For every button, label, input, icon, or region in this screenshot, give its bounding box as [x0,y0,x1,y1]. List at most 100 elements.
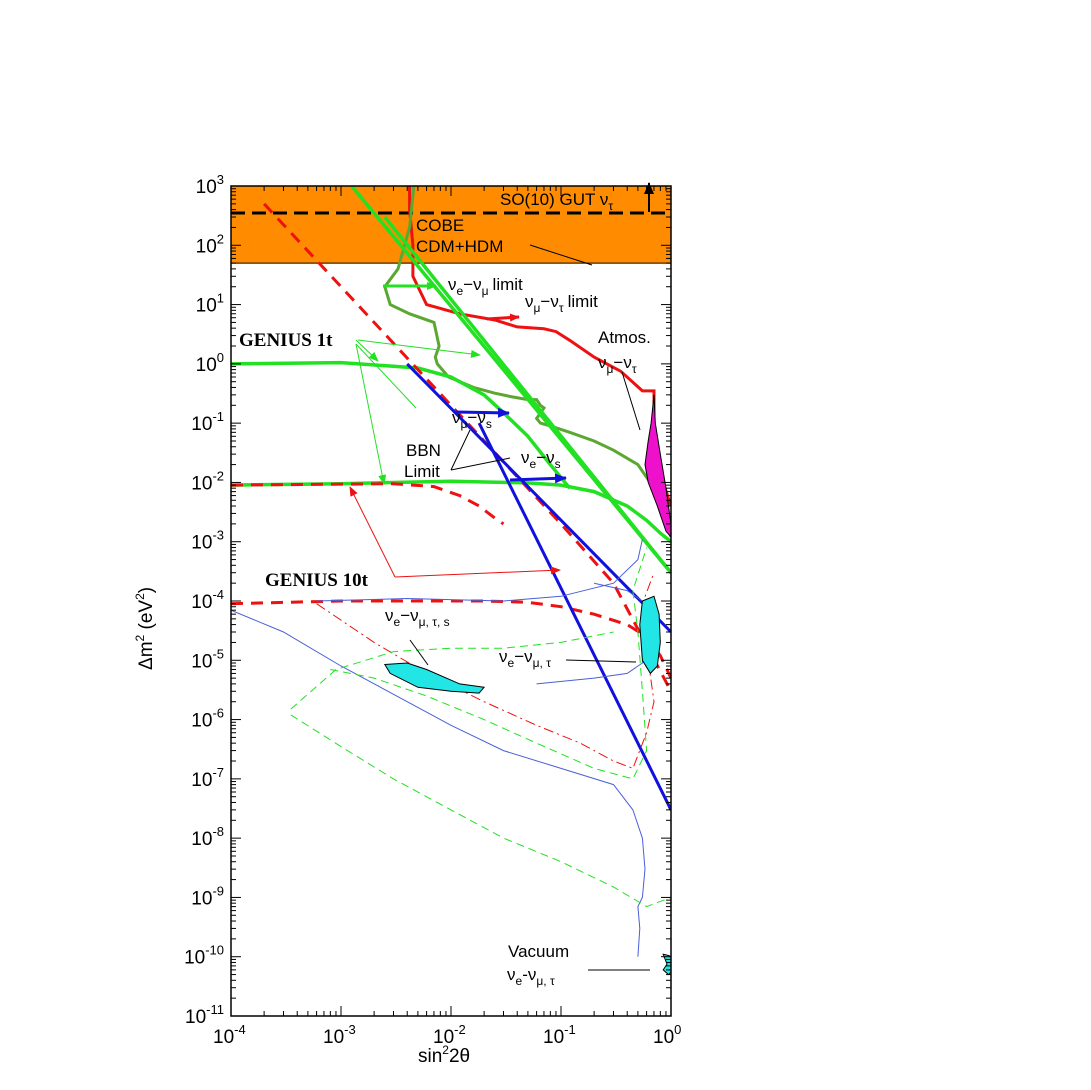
msw-small-angle-region [383,662,486,694]
numu-nus-arrow [455,407,510,418]
y-tick-exp: -6 [212,706,224,721]
cobe-label: COBE [416,216,464,235]
bbn-label: BBN [406,441,441,460]
y-tick-label: 10-6 [191,706,224,732]
vacuum-label: Vacuum [508,942,569,961]
x-tick-label: 100 [653,1022,681,1048]
y-tick-base: 10 [191,711,212,732]
thin-green-dashed-upper [290,631,614,710]
numu-nus-label: νμ−νs [452,408,492,431]
x-tick-base: 10 [323,1027,344,1048]
y-tick-exp: -11 [206,1002,224,1017]
y-tick-base: 10 [191,533,212,554]
nue-nus-arrow [509,473,567,484]
x-tick-exp: -1 [564,1022,576,1037]
so10-label: SO(10) GUT ντ [500,190,613,213]
numu-nutau-limit-arrow [486,313,520,322]
y-tick-base: 10 [191,888,212,909]
x-tick-label: 10-4 [213,1022,246,1048]
y-tick-label: 10-8 [191,824,224,850]
plot-area [231,186,671,976]
vacuum-osc-label: νe-νμ, τ [507,965,555,988]
genius1t-arrow-c [355,343,387,485]
y-tick-label: 10-5 [191,646,224,672]
nue-mutaus-pointer [409,639,429,666]
y-tick-base: 10 [191,770,212,791]
genius1t-arrow-b [357,339,481,358]
y-tick-exp: 2 [217,231,224,246]
green_genius1t_upper [231,360,572,490]
y-tick-exp: -10 [205,943,224,958]
bbn-pointer-a [450,429,471,471]
y-tick-exp: -9 [212,883,224,898]
genius10t-arrow-b [394,566,561,578]
x-axis-label: sin22θ [418,1043,470,1067]
cdm-label: CDM+HDM [416,237,503,256]
darkgreen_nu_e_mu_limit [383,186,671,538]
y-tick-exp: -3 [212,528,224,543]
nue-mutau-label: νe−νμ, τ [499,647,551,670]
y-tick-label: 102 [196,231,224,257]
genius1t-arrow-a [355,339,379,362]
x-tick-base: 10 [213,1027,234,1048]
y-tick-base: 10 [191,829,212,850]
atmos-label: Atmos. [598,328,651,347]
y-tick-exp: -5 [212,646,224,661]
y-tick-exp: 1 [217,291,224,306]
y-tick-exp: 3 [217,172,224,187]
thin-green-dashed-inner [330,547,648,780]
atmos-pointer [621,371,641,431]
x-tick-base: 10 [653,1027,674,1048]
x-tick-exp: -3 [344,1022,356,1037]
y-tick-label: 10-2 [191,468,224,494]
genius-1t-label: GENIUS 1t [239,330,333,351]
bbn-limit-label: Limit [404,462,440,481]
thin-blue-outer [316,539,643,602]
y-tick-exp: 0 [217,350,224,365]
y-tick-base: 10 [191,651,212,672]
cobe_band [231,186,671,264]
y-tick-label: 100 [196,350,224,376]
y-tick-base: 10 [196,355,217,376]
y-tick-label: 10-7 [191,765,224,791]
bbn-pointer-b [450,457,511,471]
y-tick-base: 10 [191,473,212,494]
y-tick-base: 10 [191,414,212,435]
y-tick-base: 10 [196,177,217,198]
nue-mutaus-label: νe−νμ, τ, s [385,606,450,629]
nue-numu-limit-label: νe−νμ limit [448,275,523,298]
y-tick-exp: -7 [212,765,224,780]
msw-large-angle-region [639,595,661,675]
y-tick-label: 10-4 [191,587,224,613]
axis-ticks: 10-4 10-3 10-2 10-1 10010310210110010-110-21… [184,172,681,1048]
y-tick-base: 10 [191,592,212,613]
atmos-osc-label: νμ−ντ [598,353,637,376]
nue-nus-label: νe−νs [521,448,561,471]
y-tick-exp: -4 [212,587,224,602]
y-tick-label: 10-11 [185,1002,224,1028]
blue_nu_e_s [477,422,671,811]
genius10t-arrow-a [349,486,396,578]
y-tick-base: 10 [196,296,217,317]
vacuum-region [662,953,671,976]
y-tick-label: 10-1 [191,409,224,435]
nue-mutau-pointer [565,659,637,663]
x-tick-base: 10 [433,1027,454,1048]
x-tick-label: 10-1 [543,1022,576,1048]
thin-blue-inner [536,582,648,685]
cdm-pointer [529,244,593,266]
genius-10t-label: GENIUS 10t [265,570,369,591]
y-tick-exp: -8 [212,824,224,839]
callout-layer [349,182,654,971]
y-tick-label: 10-9 [191,883,224,909]
x-tick-base: 10 [543,1027,564,1048]
x-tick-label: 10-2 [433,1022,466,1048]
blue_nu_mu_s [406,362,671,634]
red_dashed_genius1t [231,482,505,526]
x-tick-label: 10-3 [323,1022,356,1048]
y-tick-exp: -1 [212,409,224,424]
y-tick-base: 10 [185,1007,206,1028]
y-tick-label: 10-10 [184,943,224,969]
y-tick-label: 101 [196,291,224,317]
green_dashed_contour [290,714,671,908]
